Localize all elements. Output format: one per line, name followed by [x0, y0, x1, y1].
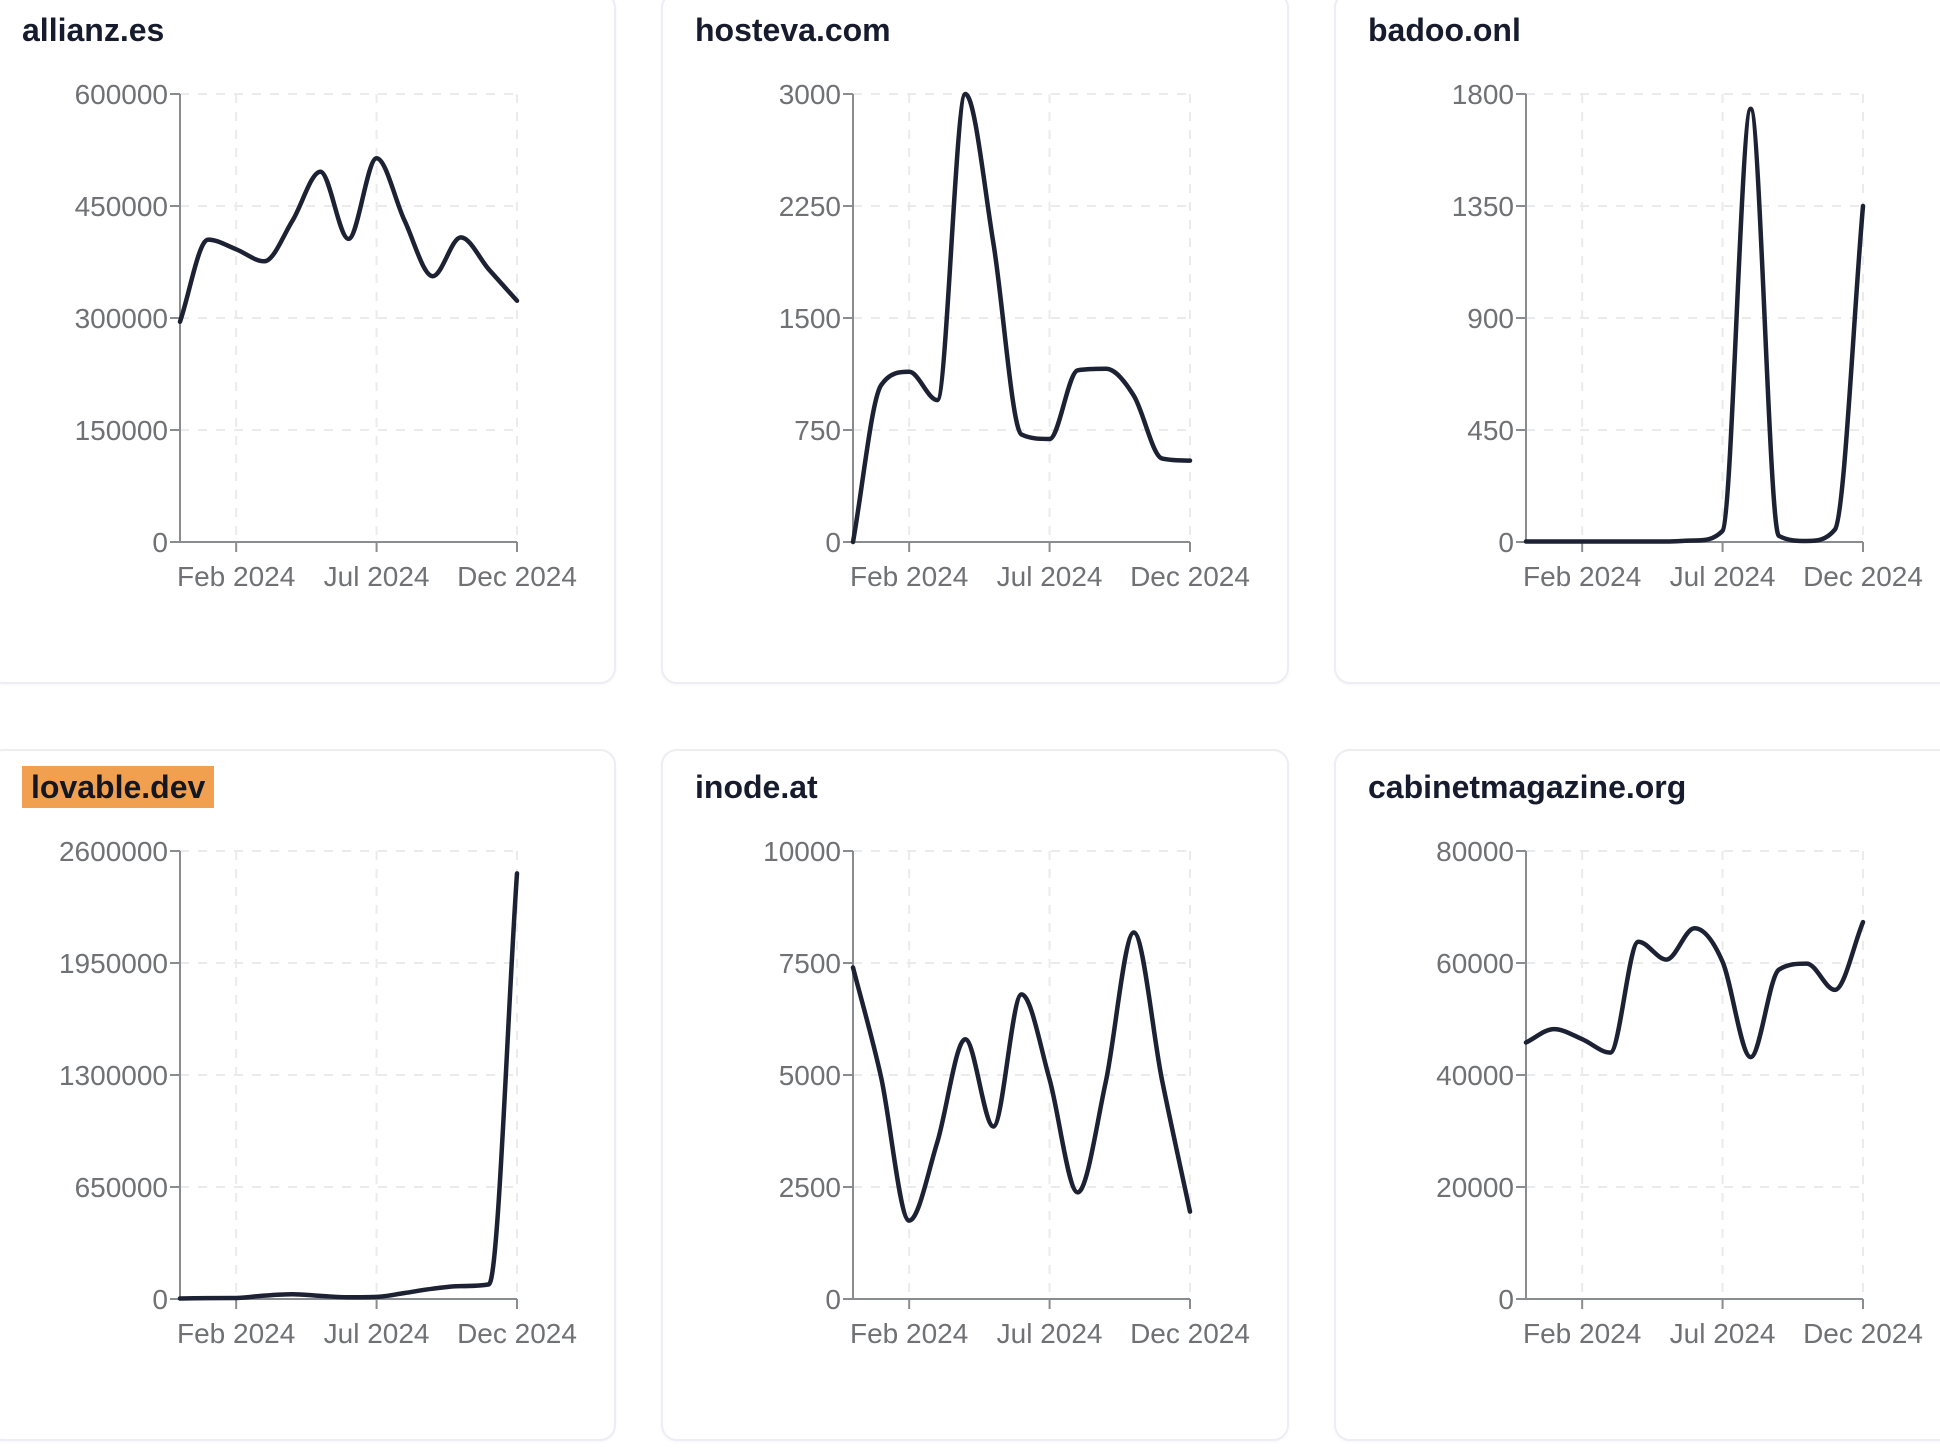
domain-chart-card-lovable[interactable]: lovable.dev 0 650000 1300000 1950000 2600000…	[0, 749, 616, 1441]
line-chart-lovable: 0 650000 1300000 1950000 2600000 Feb 2024 Jul …	[59, 836, 577, 1349]
x-tick-label: Jul 2024	[997, 1318, 1103, 1349]
domain-name-label: cabinetmagazine.org	[1368, 769, 1687, 805]
y-tick-label: 900	[1467, 303, 1514, 334]
y-tick-label: 2250	[779, 191, 841, 222]
y-tick-label: 3000	[779, 79, 841, 110]
y-tick-label: 0	[1498, 1284, 1514, 1315]
chart-title: inode.at	[695, 767, 818, 807]
x-tick-label: Feb 2024	[177, 561, 295, 592]
domain-chart-card-cabinetmagazine[interactable]: cabinetmagazine.org 0 20000 40000 60000 8000…	[1334, 749, 1940, 1441]
domain-name-label: badoo.onl	[1368, 12, 1521, 48]
x-tick-label: Jul 2024	[1670, 1318, 1776, 1349]
x-tick-label: Dec 2024	[1803, 1318, 1923, 1349]
y-tick-label: 450000	[75, 191, 168, 222]
y-tick-label: 0	[825, 1284, 841, 1315]
y-tick-label: 600000	[75, 79, 168, 110]
y-tick-label: 1950000	[59, 948, 168, 979]
x-tick-label: Jul 2024	[324, 1318, 430, 1349]
x-tick-label: Dec 2024	[1130, 561, 1250, 592]
y-tick-label: 80000	[1436, 836, 1514, 867]
series-line	[1523, 106, 1866, 544]
y-tick-label: 0	[825, 527, 841, 558]
y-tick-label: 1800	[1452, 79, 1514, 110]
series-line	[177, 871, 520, 1301]
y-tick-label: 650000	[75, 1172, 168, 1203]
domain-name-label: inode.at	[695, 769, 818, 805]
x-tick-label: Jul 2024	[997, 561, 1103, 592]
y-tick-label: 5000	[779, 1060, 841, 1091]
line-chart-allianz: 0 150000 300000 450000 600000 Feb 2024 Jul 202…	[75, 79, 577, 592]
y-tick-label: 1300000	[59, 1060, 168, 1091]
x-tick-label: Feb 2024	[1523, 561, 1641, 592]
series-line	[177, 155, 520, 324]
y-tick-label: 2600000	[59, 836, 168, 867]
x-tick-label: Dec 2024	[1130, 1318, 1250, 1349]
domain-chart-card-badoo[interactable]: badoo.onl 0 450 900 1350 1800 Feb 2024 Jul 202…	[1334, 0, 1940, 684]
line-chart-badoo: 0 450 900 1350 1800 Feb 2024 Jul 2024 Dec 2024	[1452, 79, 1923, 592]
x-tick-label: Jul 2024	[1670, 561, 1776, 592]
x-tick-label: Jul 2024	[324, 561, 430, 592]
x-tick-label: Feb 2024	[1523, 1318, 1641, 1349]
y-tick-label: 150000	[75, 415, 168, 446]
y-tick-label: 40000	[1436, 1060, 1514, 1091]
y-tick-label: 0	[152, 1284, 168, 1315]
domain-name-label: hosteva.com	[695, 12, 891, 48]
highlighted-domain-name-label: lovable.dev	[22, 766, 215, 808]
y-tick-label: 300000	[75, 303, 168, 334]
domain-chart-card-allianz[interactable]: allianz.es 0 150000 300000 450000 600000 Feb …	[0, 0, 616, 684]
chart-title: hosteva.com	[695, 10, 891, 50]
line-chart-inode: 0 2500 5000 7500 10000 Feb 2024 Jul 2024 Dec 20…	[763, 836, 1250, 1349]
y-tick-label: 1500	[779, 303, 841, 334]
x-tick-label: Feb 2024	[850, 561, 968, 592]
series-line	[1523, 919, 1866, 1060]
x-tick-label: Feb 2024	[850, 1318, 968, 1349]
y-tick-label: 0	[1498, 527, 1514, 558]
y-tick-label: 60000	[1436, 948, 1514, 979]
y-tick-label: 0	[152, 527, 168, 558]
line-chart-hosteva: 0 750 1500 2250 3000 Feb 2024 Jul 2024 Dec 2024	[779, 79, 1250, 592]
domain-chart-card-inode[interactable]: inode.at 0 2500 5000 7500 10000 Feb 2024 Jul 2…	[661, 749, 1289, 1441]
x-tick-label: Dec 2024	[457, 561, 577, 592]
x-tick-label: Dec 2024	[1803, 561, 1923, 592]
y-tick-label: 450	[1467, 415, 1514, 446]
y-tick-label: 10000	[763, 836, 841, 867]
y-tick-label: 7500	[779, 948, 841, 979]
domain-chart-card-hosteva[interactable]: hosteva.com 0 750 1500 2250 3000 Feb 2024 Jul …	[661, 0, 1289, 684]
chart-title: allianz.es	[22, 10, 164, 50]
series-line	[850, 930, 1193, 1223]
series-line	[850, 91, 1193, 545]
x-tick-label: Feb 2024	[177, 1318, 295, 1349]
y-tick-label: 2500	[779, 1172, 841, 1203]
chart-title: lovable.dev	[22, 766, 215, 808]
chart-title: badoo.onl	[1368, 10, 1521, 50]
y-tick-label: 1350	[1452, 191, 1514, 222]
chart-title: cabinetmagazine.org	[1368, 767, 1686, 807]
x-tick-label: Dec 2024	[457, 1318, 577, 1349]
line-chart-cabinetmagazine: 0 20000 40000 60000 80000 Feb 2024 Jul 2024 Dec…	[1436, 836, 1923, 1349]
y-tick-label: 20000	[1436, 1172, 1514, 1203]
domain-name-label: allianz.es	[22, 12, 165, 48]
y-tick-label: 750	[794, 415, 841, 446]
